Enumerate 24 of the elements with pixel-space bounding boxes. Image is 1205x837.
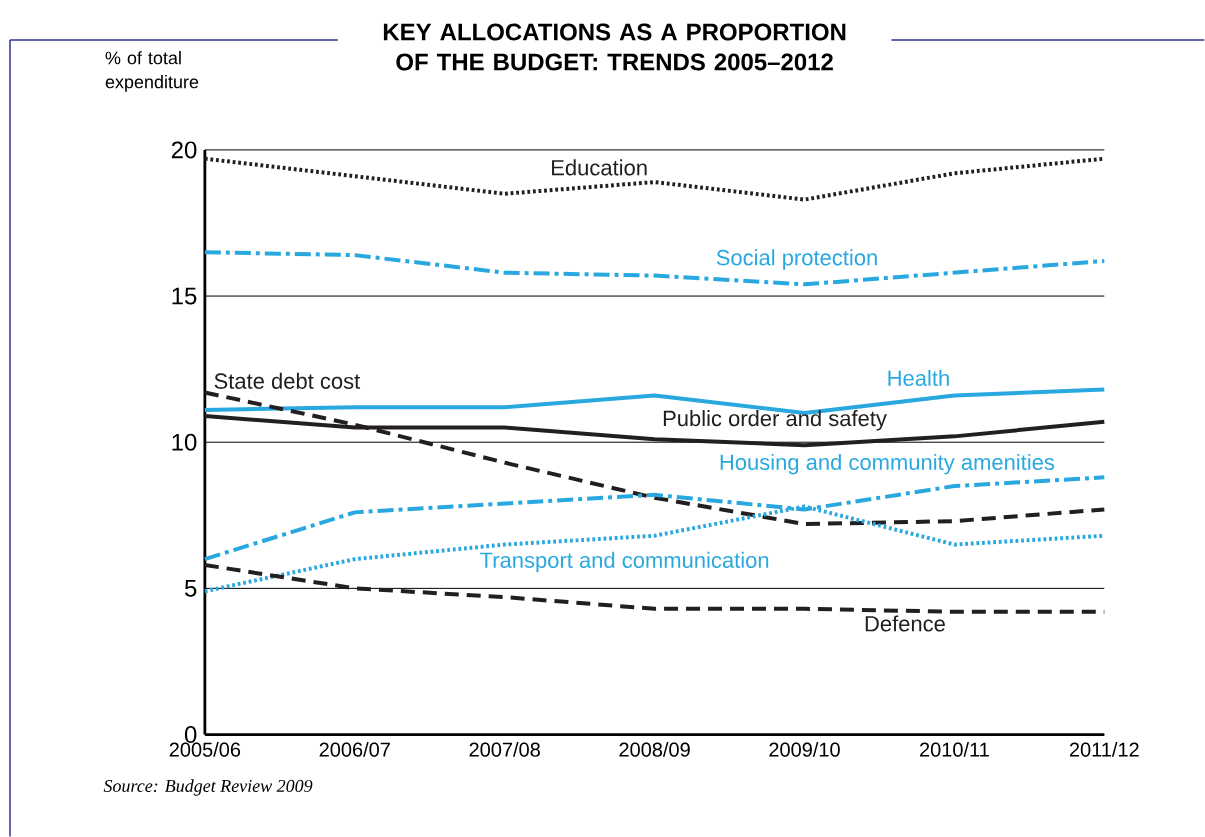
y-tick-label: 10 (172, 433, 197, 451)
series-label: Housing and community amenities (720, 453, 1055, 475)
series-label: Social protection (716, 249, 877, 270)
series-label: Transport and communication (480, 551, 769, 573)
source-note: Source: Budget Review 2009 (103, 779, 313, 796)
series-label: State debt cost (214, 372, 361, 389)
x-tick-label: 2008/09 (619, 741, 690, 757)
y-axis-title: % of total expenditure (105, 51, 199, 92)
x-tick-label: 2009/10 (769, 741, 840, 757)
series-label: Health (888, 369, 949, 386)
x-tick-label: 2005/06 (169, 741, 241, 757)
y-tick-label: 5 (184, 579, 197, 597)
series-label: Education (552, 159, 647, 176)
x-tick-label: 2011/12 (1069, 741, 1139, 757)
x-tick-label: 2007/08 (469, 741, 540, 757)
y-tick-label: 20 (171, 141, 197, 159)
y-tick-label: 15 (172, 287, 197, 305)
x-tick-label: 2006/07 (319, 741, 390, 757)
chart-title: KEY ALLOCATIONS AS A PROPORTION OF THE BUDGET: TRENDS 2005–2012 (383, 23, 846, 71)
x-tick-label: 2010/11 (920, 741, 989, 757)
line-series (202, 390, 1107, 526)
y-tick-label: 0 (184, 725, 197, 743)
series-label: Public order and safety (663, 409, 887, 431)
series-label: Defence (865, 615, 945, 632)
